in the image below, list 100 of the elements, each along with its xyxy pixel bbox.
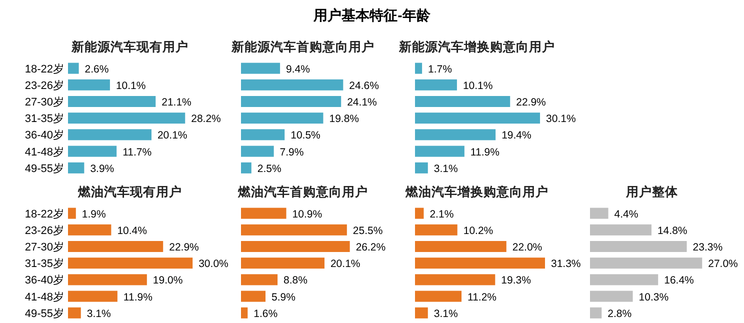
y-tick-label: 31-35岁 — [24, 258, 64, 270]
y-tick-label: 36-40岁 — [24, 130, 64, 142]
bar — [241, 224, 347, 236]
y-tick-label: 27-30岁 — [24, 242, 64, 254]
y-tick-label: 36-40岁 — [24, 274, 64, 287]
data-label: 19.0% — [152, 274, 183, 287]
bar — [241, 62, 280, 74]
data-label: 30.0% — [198, 258, 228, 270]
data-label: 2.8% — [608, 308, 632, 320]
y-tick-label: 49-55岁 — [24, 162, 64, 175]
data-label: 3.1% — [86, 308, 111, 320]
data-label: 4.4% — [614, 208, 638, 220]
data-label: 9.4% — [286, 63, 310, 76]
bar — [68, 224, 112, 236]
data-label: 22.9% — [169, 242, 199, 254]
data-label: 27.0% — [708, 258, 738, 270]
bar — [241, 290, 266, 302]
bar — [415, 290, 462, 302]
y-tick-label: 23-26岁 — [24, 224, 64, 237]
data-label: 7.9% — [280, 146, 304, 158]
data-label: 10.1% — [116, 80, 146, 92]
bar — [590, 274, 658, 286]
chart-subtitle: 新能源汽车增换购意向用户 — [398, 39, 555, 54]
bar — [415, 129, 496, 140]
bar — [241, 112, 324, 124]
y-tick-label: 18-22岁 — [24, 63, 64, 76]
data-label: 11.2% — [468, 291, 497, 304]
bar — [68, 274, 147, 286]
data-label: 10.3% — [638, 291, 669, 304]
bar — [68, 162, 84, 174]
bar — [415, 241, 506, 252]
bar — [590, 241, 687, 252]
bar — [241, 129, 285, 140]
bar — [415, 208, 424, 219]
data-label: 8.8% — [284, 274, 308, 287]
data-label: 24.1% — [347, 96, 377, 108]
chart-subtitle: 新能源汽车现有用户 — [70, 39, 188, 54]
bar — [68, 146, 117, 157]
data-label: 25.5% — [352, 224, 383, 237]
chart-subtitle: 燃油汽车首购意向用户 — [237, 184, 368, 199]
data-label: 20.1% — [157, 130, 188, 142]
data-label: 10.2% — [463, 224, 494, 237]
data-label: 2.6% — [84, 63, 109, 76]
data-label: 22.9% — [516, 96, 546, 108]
data-label: 28.2% — [191, 113, 221, 126]
bar — [68, 96, 156, 107]
data-label: 16.4% — [664, 274, 694, 287]
bar — [68, 258, 193, 269]
bar — [241, 162, 252, 174]
bar — [415, 258, 545, 269]
bar — [68, 79, 110, 90]
bar — [415, 146, 464, 157]
data-label: 10.4% — [117, 224, 147, 237]
data-label: 14.8% — [657, 224, 688, 237]
chart-subtitle: 用户整体 — [625, 184, 679, 199]
data-label: 10.9% — [292, 208, 322, 220]
data-label: 10.1% — [462, 80, 493, 92]
data-label: 21.1% — [162, 96, 192, 108]
bar — [241, 274, 278, 286]
bar — [68, 208, 76, 219]
bar — [590, 290, 633, 302]
data-label: 3.1% — [434, 308, 458, 320]
data-label: 11.9% — [470, 146, 500, 158]
bar — [241, 79, 344, 90]
bar — [415, 112, 540, 124]
bar — [415, 62, 422, 74]
data-label: 19.8% — [329, 113, 360, 126]
bar — [590, 224, 652, 236]
bar — [415, 79, 457, 90]
bar — [415, 307, 428, 318]
bar — [68, 112, 186, 124]
data-label: 22.0% — [512, 242, 542, 254]
y-tick-label: 27-30岁 — [24, 96, 64, 108]
data-label: 24.6% — [349, 80, 379, 92]
bar — [68, 241, 164, 252]
chart-subtitle: 燃油汽车增换购意向用户 — [404, 184, 548, 199]
y-tick-label: 41-48岁 — [24, 146, 64, 158]
data-label: 1.9% — [82, 208, 106, 220]
data-label: 2.5% — [257, 162, 282, 175]
bar — [241, 146, 274, 157]
bar — [590, 208, 608, 219]
y-tick-label: 23-26岁 — [24, 80, 64, 92]
data-label: 1.6% — [254, 308, 278, 320]
data-label: 11.9% — [123, 291, 152, 304]
bar — [590, 307, 602, 318]
data-label: 11.7% — [122, 146, 152, 158]
y-tick-label: 41-48岁 — [24, 291, 64, 304]
data-label: 19.4% — [502, 130, 532, 142]
data-label: 20.1% — [330, 258, 360, 270]
data-label: 3.1% — [434, 162, 458, 175]
data-label: 31.3% — [551, 258, 581, 270]
bar — [415, 274, 496, 286]
bar — [241, 241, 350, 252]
bar — [241, 208, 286, 219]
bar — [68, 307, 81, 318]
data-label: 1.7% — [428, 63, 452, 76]
bar — [68, 129, 152, 140]
y-tick-label: 31-35岁 — [24, 113, 64, 126]
bar — [415, 162, 428, 174]
data-label: 5.9% — [272, 291, 296, 304]
